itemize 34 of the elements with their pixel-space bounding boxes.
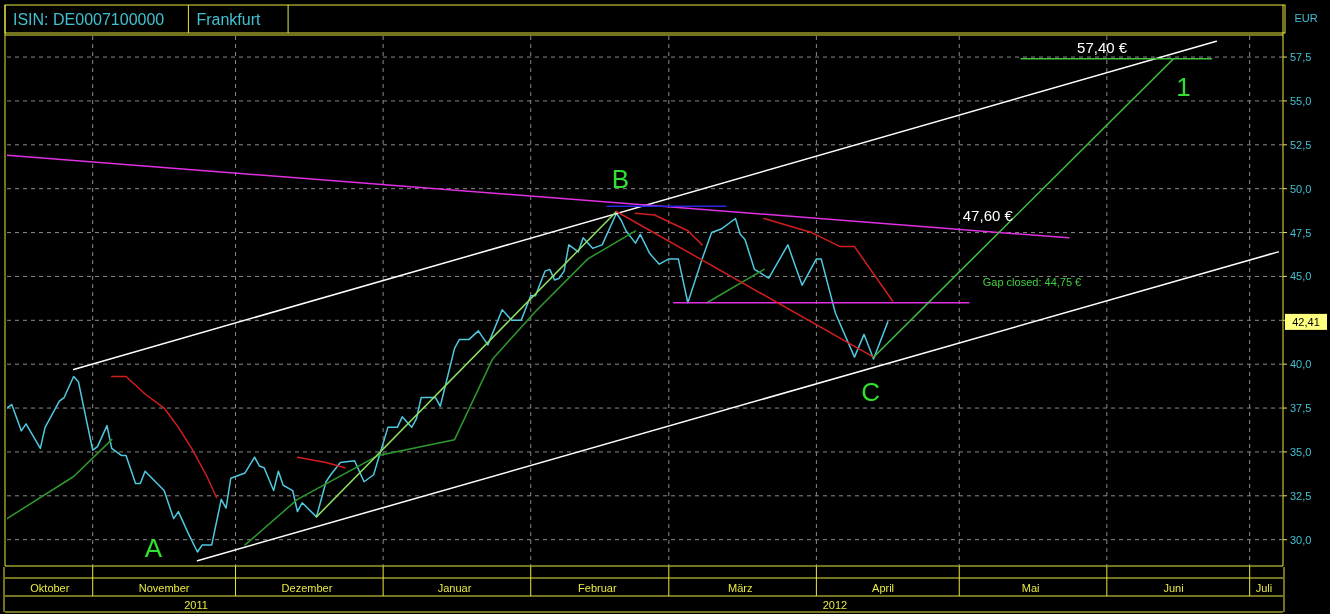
annotation: B xyxy=(611,164,630,195)
y-axis-title: EUR xyxy=(1294,12,1318,24)
y-tick-label: 37,5 xyxy=(1290,402,1312,415)
y-tick-label: 30,0 xyxy=(1290,533,1312,546)
chart-title: ISIN: DE0007100000 xyxy=(13,11,165,28)
x-tick-label: Dezember xyxy=(281,582,333,594)
annotation: 57,40 € xyxy=(1077,39,1128,57)
x-tick-label: Juli xyxy=(1255,582,1273,594)
chart-subtitle: Frankfurt xyxy=(196,11,261,28)
y-tick-label: 57,5 xyxy=(1290,51,1312,64)
y-tick-label: 47,5 xyxy=(1290,226,1312,239)
y-tick-label: 50,0 xyxy=(1290,182,1312,195)
x-tick-label: Oktober xyxy=(30,582,70,594)
text: 2012 xyxy=(822,599,848,611)
y-tick-label: 52,5 xyxy=(1290,138,1312,151)
x-tick-label: Februar xyxy=(578,582,617,594)
y-tick-label: 55,0 xyxy=(1290,94,1312,107)
text: 2011 xyxy=(184,599,208,611)
annotation: 42,41 xyxy=(1292,315,1320,328)
y-tick-label: 35,0 xyxy=(1290,445,1312,458)
annotation: 47,60 € xyxy=(962,207,1014,225)
y-tick-label: 32,5 xyxy=(1290,489,1312,502)
annotation: C xyxy=(861,377,880,408)
y-tick-label: 45,0 xyxy=(1290,270,1312,283)
x-tick-label: Juni xyxy=(1163,582,1184,594)
x-tick-label: Mai xyxy=(1021,582,1040,594)
x-tick-label: März xyxy=(728,582,753,594)
x-tick-label: November xyxy=(138,582,190,594)
y-tick-label: 40,0 xyxy=(1290,358,1312,371)
x-tick-label: Januar xyxy=(437,582,472,594)
annotation: A xyxy=(144,533,163,564)
annotation: 1 xyxy=(1176,71,1191,102)
x-tick-label: April xyxy=(872,582,895,594)
annotation: Gap closed: 44,75 € xyxy=(982,276,1082,288)
